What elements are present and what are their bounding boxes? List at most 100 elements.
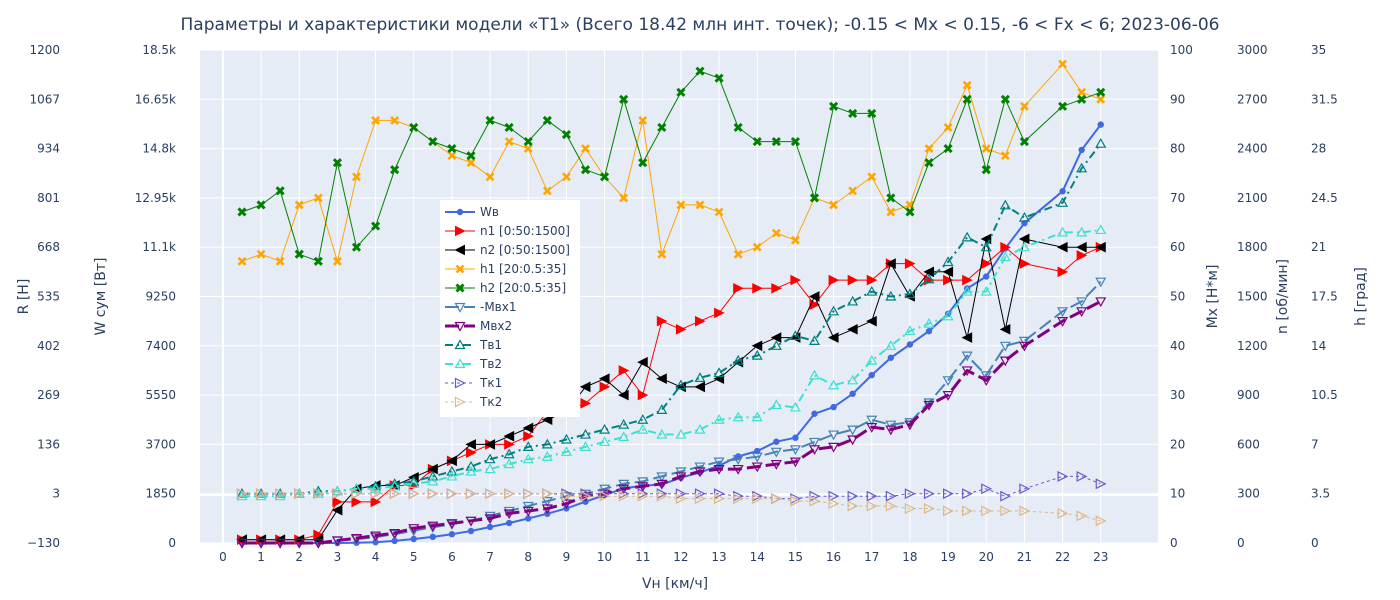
data-point bbox=[503, 430, 515, 442]
data-point bbox=[980, 241, 992, 252]
x-tick-label: 19 bbox=[940, 550, 955, 564]
legend-item[interactable]: h1 [20:0.5:35] bbox=[445, 262, 566, 276]
y-tick-label-R: 1200 bbox=[29, 43, 60, 57]
data-point bbox=[580, 165, 591, 175]
legend-item[interactable]: h2 [20:0.5:35] bbox=[445, 281, 566, 295]
x-tick-label: 2 bbox=[295, 550, 303, 564]
data-point bbox=[561, 172, 571, 182]
data-point bbox=[447, 144, 457, 154]
data-point bbox=[313, 488, 325, 500]
legend-item[interactable]: Мвх2 bbox=[445, 319, 512, 333]
data-point bbox=[656, 490, 668, 502]
data-point bbox=[714, 73, 724, 83]
data-point bbox=[770, 399, 782, 410]
data-point bbox=[408, 478, 420, 488]
y-tick-label-Mx: 50 bbox=[1170, 290, 1185, 304]
data-point bbox=[332, 158, 342, 168]
data-point bbox=[657, 122, 667, 133]
y-tick-label-n: 2400 bbox=[1237, 142, 1268, 156]
legend-item[interactable]: n1 [0:50:1500] bbox=[445, 224, 570, 238]
legend-swatch-marker bbox=[454, 302, 466, 313]
y-tick-label-Mx: 30 bbox=[1170, 388, 1185, 402]
data-point bbox=[694, 381, 705, 393]
data-point bbox=[541, 496, 553, 507]
data-point bbox=[830, 403, 837, 411]
data-point bbox=[1057, 470, 1069, 482]
data-point bbox=[771, 282, 782, 294]
y-tick-label-h: 28 bbox=[1311, 142, 1326, 156]
legend-item[interactable]: Тв1 bbox=[445, 338, 502, 352]
data-point bbox=[466, 151, 476, 161]
data-point bbox=[351, 242, 362, 252]
data-point bbox=[904, 325, 916, 336]
y-tick-label-W: 14.8k bbox=[142, 142, 176, 156]
data-point bbox=[771, 493, 783, 505]
data-point bbox=[714, 307, 725, 319]
data-point bbox=[370, 496, 382, 508]
data-point bbox=[694, 423, 706, 434]
data-point bbox=[541, 451, 553, 461]
data-point bbox=[961, 332, 973, 343]
data-point bbox=[466, 158, 476, 168]
data-point bbox=[390, 165, 400, 175]
data-point bbox=[561, 129, 571, 140]
data-point bbox=[484, 514, 496, 525]
data-point bbox=[790, 235, 800, 245]
data-point bbox=[331, 504, 343, 516]
data-point bbox=[904, 488, 916, 500]
data-point bbox=[1076, 510, 1088, 522]
legend-item[interactable]: Тк2 bbox=[445, 395, 502, 409]
y-tick-label-h: 21 bbox=[1311, 240, 1326, 254]
legend-swatch-marker bbox=[454, 358, 466, 369]
data-point bbox=[999, 341, 1011, 352]
x-tick-label: 7 bbox=[486, 550, 494, 564]
y-tick-label-h: 17.5 bbox=[1311, 290, 1338, 304]
data-point bbox=[560, 446, 572, 456]
legend-item[interactable]: n2 [0:50:1500] bbox=[445, 243, 570, 257]
data-point bbox=[885, 340, 897, 350]
data-point bbox=[389, 478, 401, 488]
data-point bbox=[733, 282, 744, 294]
y-tick-label-R: 136 bbox=[37, 437, 60, 451]
data-point bbox=[618, 365, 630, 376]
data-point bbox=[789, 445, 801, 456]
data-point bbox=[714, 207, 724, 217]
data-point bbox=[1018, 336, 1030, 347]
data-point bbox=[983, 273, 990, 280]
y-tick-label-Mx: 80 bbox=[1170, 142, 1185, 156]
data-point bbox=[485, 115, 495, 125]
data-point bbox=[541, 414, 553, 426]
data-point bbox=[523, 144, 533, 154]
data-point bbox=[924, 144, 934, 154]
data-point bbox=[828, 430, 840, 441]
data-point bbox=[866, 315, 877, 327]
data-point bbox=[1077, 87, 1087, 97]
x-tick-label: 8 bbox=[524, 550, 532, 564]
data-point bbox=[733, 122, 743, 133]
data-point bbox=[522, 422, 534, 434]
x-tick-label: 18 bbox=[902, 550, 917, 564]
series-6 bbox=[236, 297, 1107, 549]
data-point bbox=[256, 200, 266, 210]
legend-item[interactable]: Wв bbox=[445, 205, 499, 219]
data-point bbox=[427, 521, 439, 532]
data-point bbox=[600, 172, 610, 182]
data-point bbox=[1057, 226, 1069, 237]
data-point bbox=[811, 410, 818, 417]
y-tick-label-n: 1800 bbox=[1237, 240, 1268, 254]
data-point bbox=[370, 480, 382, 491]
legend-item[interactable]: Тк1 bbox=[445, 376, 502, 390]
data-point bbox=[1095, 224, 1107, 235]
data-point bbox=[771, 228, 781, 238]
legend-item[interactable]: Тв2 bbox=[445, 357, 502, 371]
data-point bbox=[1018, 341, 1030, 352]
data-point bbox=[370, 483, 382, 493]
data-point bbox=[1095, 515, 1107, 527]
legend-label: Wв bbox=[480, 205, 499, 219]
y-tick-label-Mx: 10 bbox=[1170, 487, 1185, 501]
data-point bbox=[638, 158, 648, 168]
data-point bbox=[1000, 490, 1012, 502]
legend-item[interactable]: -Мвх1 bbox=[445, 300, 517, 314]
legend-swatch-marker bbox=[454, 377, 466, 389]
data-point bbox=[808, 369, 821, 380]
